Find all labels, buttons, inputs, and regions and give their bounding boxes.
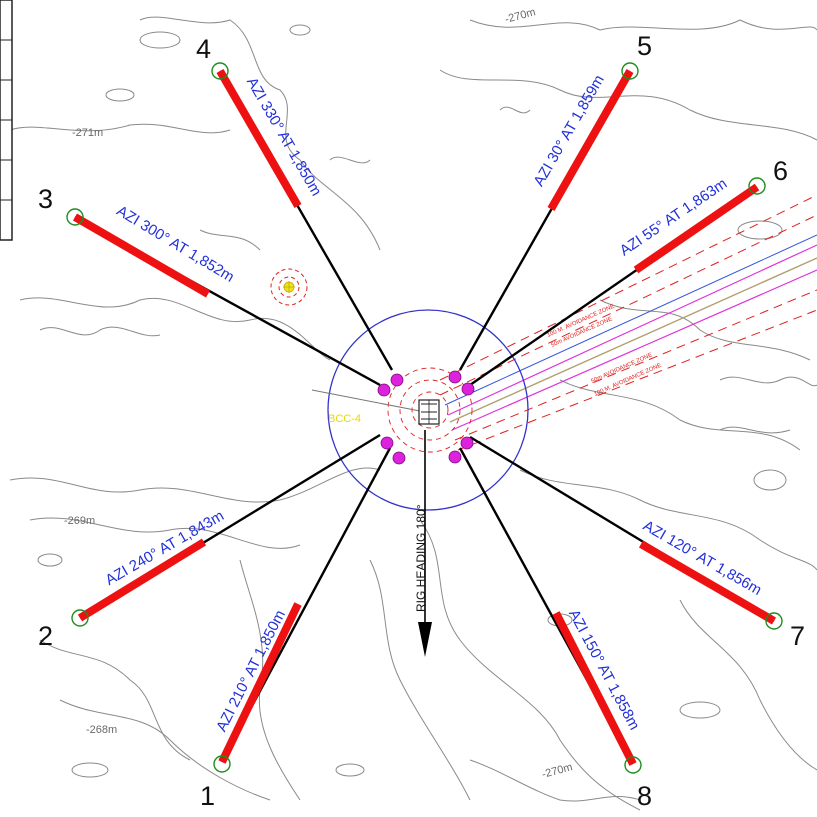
anchor-number-7: 7 <box>790 621 805 651</box>
depth-label-mid-left: -269m <box>64 515 95 527</box>
bathymetry-contours <box>9 16 817 811</box>
rig-structure <box>418 399 440 425</box>
anchor-number-3: 3 <box>38 184 53 214</box>
depth-label-bottom: -270m <box>541 761 574 781</box>
depth-label-left: -271m <box>72 127 103 139</box>
leg-1-azimuth-label: AZI 210° AT 1,850m <box>213 607 289 734</box>
fairlead-points <box>377 370 475 465</box>
rig-radius-circle <box>327 309 529 511</box>
offset-well-target <box>270 268 308 306</box>
anchor-number-4: 4 <box>196 34 211 64</box>
rig-heading-label: RIG HEADING 180° <box>414 504 428 612</box>
anchor-number-5: 5 <box>637 31 652 61</box>
leg-2-azimuth-label: AZI 240° AT 1,843m <box>103 507 227 589</box>
anchor-number-1: 1 <box>200 781 215 811</box>
depth-label-top: -270m <box>504 6 537 26</box>
anchor-rings <box>66 62 783 774</box>
pipeline-corridor <box>439 194 817 451</box>
depth-label-bottom-left: -268m <box>86 724 117 736</box>
anchor-number-6: 6 <box>773 156 788 186</box>
side-scale-bar <box>0 0 13 241</box>
well-label: BCC-4 <box>328 413 361 425</box>
anchor-numbers: 1 2 3 4 5 6 7 8 <box>38 31 805 811</box>
contour-blobs <box>37 24 787 778</box>
well-guide-line <box>311 389 426 413</box>
rig-heading-arrow <box>418 430 432 657</box>
rig-exclusion-arcs <box>387 367 473 453</box>
anchor-number-2: 2 <box>38 621 53 651</box>
anchor-segments <box>72 68 777 766</box>
depth-labels: -270m -271m -269m -268m -270m <box>64 6 574 781</box>
anchor-number-8: 8 <box>637 781 652 811</box>
